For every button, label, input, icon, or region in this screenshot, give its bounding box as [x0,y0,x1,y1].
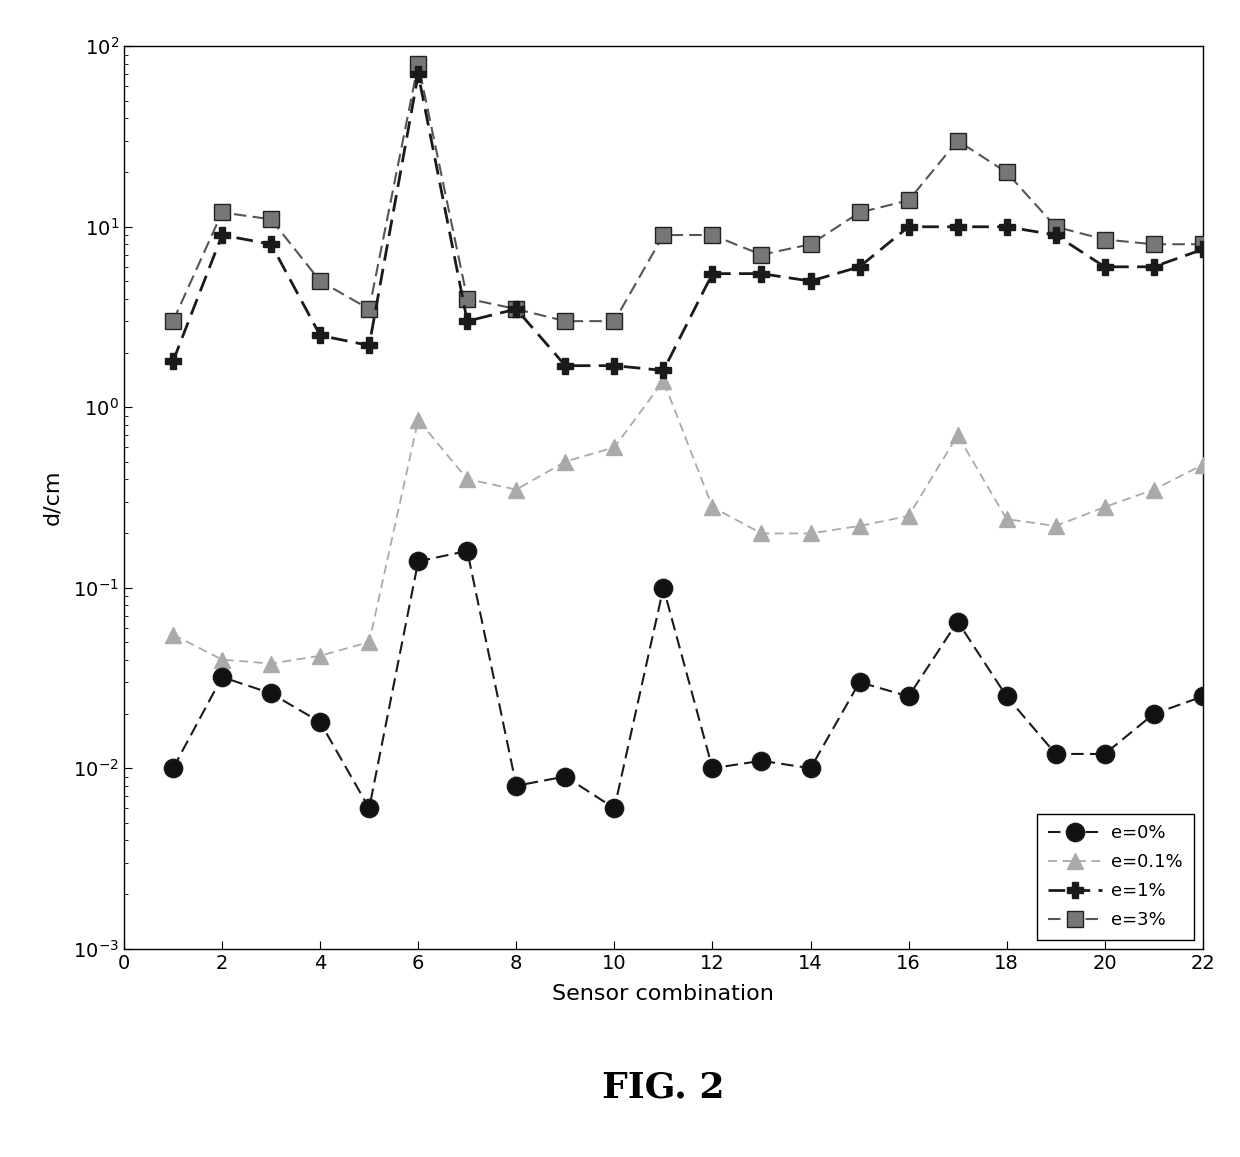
e=0% [706,761,720,775]
e=3% [706,228,720,242]
e=0% [852,676,867,690]
e=1% [1048,228,1063,242]
e=1% [1097,260,1112,274]
e=0% [166,761,181,775]
e=0.1% [754,526,769,540]
e=3% [754,248,769,261]
e=1% [215,228,229,242]
e=3% [166,315,181,329]
Text: FIG. 2: FIG. 2 [603,1070,724,1105]
e=0.1% [166,628,181,642]
e=0% [558,769,573,783]
e=0% [508,779,523,793]
e=0.1% [508,482,523,496]
e=1% [999,220,1014,234]
e=0.1% [558,455,573,469]
e=1% [950,220,965,234]
e=3% [460,292,475,305]
e=0.1% [1195,458,1210,472]
e=3% [558,315,573,329]
e=3% [901,193,916,207]
e=0.1% [362,635,377,649]
e=1% [804,274,818,288]
e=1% [558,359,573,373]
e=3% [950,134,965,148]
Line: e=0.1%: e=0.1% [165,374,1210,671]
e=1% [460,315,475,329]
e=3% [999,165,1014,179]
e=0% [410,554,425,568]
e=0.1% [999,513,1014,526]
e=1% [852,260,867,274]
e=0% [460,544,475,558]
e=0% [901,690,916,703]
e=0% [215,670,229,684]
e=0% [606,802,621,816]
e=3% [264,213,279,227]
e=1% [362,339,377,353]
e=0% [312,715,327,729]
e=0.1% [312,649,327,663]
e=0.1% [1146,482,1161,496]
e=3% [1146,237,1161,251]
e=0% [999,690,1014,703]
e=0% [1048,747,1063,761]
e=1% [1195,242,1210,256]
e=1% [264,237,279,251]
e=1% [656,363,671,377]
e=0.1% [264,657,279,671]
e=0.1% [410,413,425,427]
e=3% [852,206,867,220]
e=1% [1146,260,1161,274]
X-axis label: Sensor combination: Sensor combination [553,983,774,1004]
e=0.1% [804,526,818,540]
e=0% [1195,690,1210,703]
e=1% [312,329,327,342]
e=0% [362,802,377,816]
e=3% [804,237,818,251]
e=0.1% [852,519,867,533]
e=0.1% [656,374,671,388]
e=0% [656,581,671,595]
e=0% [264,686,279,700]
Y-axis label: d/cm: d/cm [42,470,62,525]
e=0.1% [460,472,475,486]
e=0% [1146,707,1161,721]
e=3% [312,274,327,288]
e=1% [706,267,720,281]
e=0.1% [1097,500,1112,514]
e=3% [508,302,523,316]
e=0.1% [1048,519,1063,533]
e=3% [606,315,621,329]
e=1% [410,67,425,81]
e=0.1% [901,509,916,523]
e=1% [166,354,181,368]
e=3% [656,228,671,242]
e=0% [804,761,818,775]
e=0.1% [215,653,229,666]
e=3% [362,302,377,316]
e=0% [950,614,965,628]
Line: e=3%: e=3% [165,56,1211,330]
e=3% [1097,233,1112,246]
e=0% [754,754,769,768]
e=3% [1195,237,1210,251]
e=3% [410,57,425,71]
e=1% [508,302,523,316]
e=1% [754,267,769,281]
e=0.1% [950,428,965,442]
Legend: e=0%, e=0.1%, e=1%, e=3%: e=0%, e=0.1%, e=1%, e=3% [1038,813,1194,939]
e=1% [606,359,621,373]
e=0% [1097,747,1112,761]
e=3% [215,206,229,220]
e=3% [1048,220,1063,234]
Line: e=1%: e=1% [165,67,1210,378]
e=0.1% [606,441,621,455]
e=1% [901,220,916,234]
e=0.1% [706,500,720,514]
Line: e=0%: e=0% [164,541,1211,817]
